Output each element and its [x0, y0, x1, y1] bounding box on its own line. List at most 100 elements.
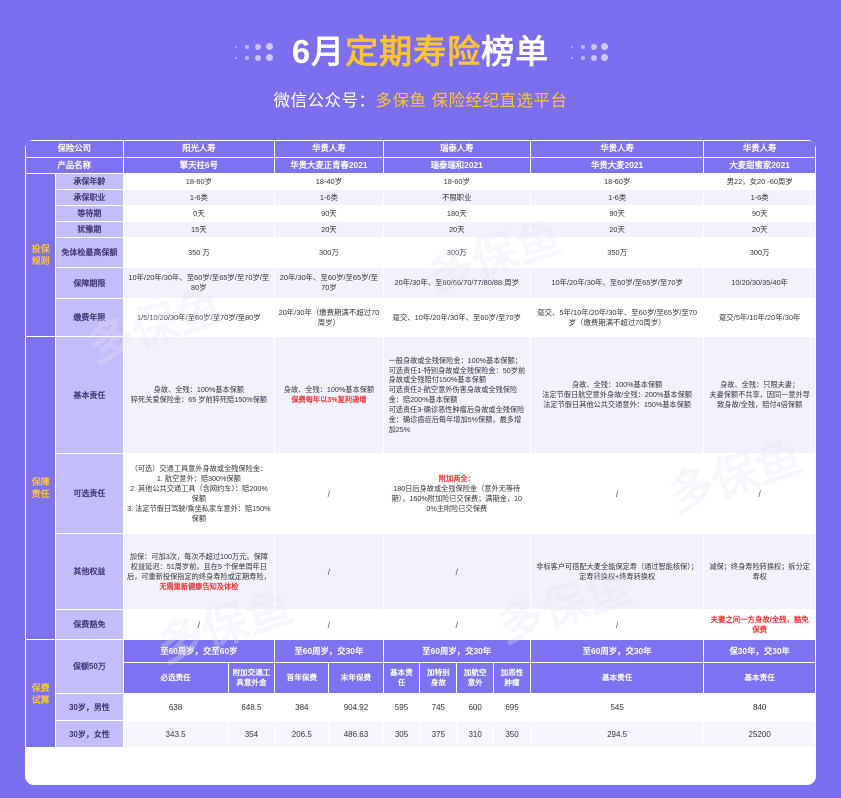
female-value-4: 305: [382, 720, 421, 749]
optional-liability-note-2: 附加两全：: [438, 473, 475, 483]
row-label-premium-waiver: 保费豁免: [55, 609, 124, 641]
other-rights-cell-1: /: [274, 533, 384, 611]
product-cell-1: 华贵大麦正青春2021: [274, 156, 384, 175]
calc-subheader-1: 附加交通工具意外金: [227, 662, 276, 695]
basic-liability-text-1: 身故、全残：100%基本保额: [283, 385, 375, 395]
male-value-7: 695: [493, 693, 531, 722]
table-row-male30: 30岁，男性 638 648.5 384 904.92 595 745 600 …: [26, 693, 816, 722]
optional-liability-cell-3: /: [529, 453, 705, 535]
row-label-basic-liability: 基本责任: [55, 336, 124, 455]
row-label-waiting: 等待期: [55, 205, 124, 223]
other-rights-cell-0: 加保：可加3次，每次不超过100万元。保障权益延迟：51周岁前，且在5 个保单周…: [122, 533, 276, 611]
other-rights-cell-2: /: [382, 533, 531, 611]
calc-subheader-9: 基本责任: [703, 662, 816, 695]
table-row-company: 保险公司 阳光人寿 华贵人寿 瑞泰人寿 华贵人寿 华贵人寿: [25, 140, 816, 158]
other-rights-cell-4: 减保；终身寿险转换权；拆分定寿权: [703, 533, 816, 611]
title-accent: 定期寿险: [345, 33, 482, 70]
title-suffix: 榜单: [481, 33, 550, 70]
calc-subheader-8: 基本责任: [529, 662, 705, 695]
premium-waiver-cell-0: /: [122, 609, 276, 641]
calc-subheader-6: 加航空意外: [456, 662, 495, 695]
table-row-other-rights: 其他权益 加保：可加3次，每次不超过100万元。保障权益延迟：51周岁前，且在5…: [26, 533, 816, 611]
table-row-calc-terms: 保费试算 保额50万 至60周岁，交至60岁 至60周岁，交30年 至60周岁，…: [25, 639, 816, 749]
table-row-hesitation: 犹豫期 15天 20天 20天 20天 20天: [26, 221, 816, 239]
coverage-term-cell-0: 10年/20年/30年、至60岁/至65岁/至70岁/至80岁: [122, 267, 276, 300]
row-label-other-rights: 其他权益: [55, 533, 124, 611]
basic-liability-text-0: 身故、全残：100%基本保额 猝死关爱保险金：65 岁前猝死赔150%保额: [130, 385, 267, 405]
calc-subheader-5: 加特别身故: [419, 662, 458, 695]
coverage-term-cell-1: 20年/30年、至60岁/至65岁/至70岁: [274, 267, 384, 300]
calc-term-2: 至60周岁，交30年: [382, 639, 531, 664]
other-rights-note-0: 无需重新健康告知及体检: [159, 581, 239, 591]
optional-liability-text-2: 180日后身故或全残保险金（意外无等待期），160%附加险已交保费；满期金，10…: [391, 483, 523, 513]
table-row-age: 投保规则 承保年龄 18-60岁 18-40岁 18-60岁 18-60岁 男2…: [25, 173, 816, 338]
row-label-age: 承保年龄: [55, 173, 124, 191]
subtitle-brand: 多保鱼 保险经纪直选平台: [375, 92, 568, 111]
calc-term-3: 至60周岁，交30年: [529, 639, 705, 664]
company-cell-1: 华贵人寿: [274, 140, 384, 158]
female-value-1: 354: [227, 720, 276, 749]
male-value-2: 384: [274, 693, 330, 722]
row-label-product: 产品名称: [25, 156, 124, 175]
occupation-cell-0: 1-6类: [122, 189, 276, 207]
occupation-cell-3: 1-6类: [529, 189, 705, 207]
table-row-no-exam-max: 免体检最高保额 350 万 300万 300万 350万 300万: [26, 237, 816, 269]
calc-term-4: 保30年，交30年: [703, 639, 816, 664]
table-row-female30: 30岁，女性 343.5 354 206.5 486.63 305 375 31…: [26, 720, 816, 749]
waiting-cell-0: 0天: [122, 205, 276, 223]
calc-subheader-0: 必选责任: [122, 662, 229, 695]
company-cell-2: 瑞泰人寿: [382, 140, 531, 158]
table-row-product: 产品名称 擎天柱6号 华贵大麦正青春2021 瑞泰瑞和2021 华贵大麦2021…: [25, 156, 816, 175]
calc-subheader-4: 基本责任: [382, 662, 421, 695]
other-rights-text-0: 加保：可加3次，每次不超过100万元。保障权益延迟：51周岁前，且在5 个保单周…: [126, 551, 271, 581]
dots-decoration-left: [232, 42, 274, 62]
table-row-calc-subheaders: 必选责任 附加交通工具意外金 首年保费 末年保费 基本责任 加特别身故 加航空意…: [26, 662, 816, 695]
table-row-payment-term: 缴费年限 1/5/10/20/30年/至60岁/至70岁/至80岁 20年/30…: [26, 298, 816, 338]
premium-waiver-cell-1: /: [274, 609, 384, 641]
occupation-cell-1: 1-6类: [274, 189, 384, 207]
basic-liability-text-2: 一般身故或全残保险金：100%基本保额； 可选责任1-特别身故或全残保险金：50…: [388, 355, 526, 435]
coverage-term-cell-4: 10/20/30/35/40年: [703, 267, 816, 300]
age-cell-4: 男22，女20 -60周岁: [703, 173, 816, 191]
other-rights-cell-3: 非标客户可搭配大麦全能保定寿（通过智能核保）；定寿转换权+终寿转换权: [529, 533, 705, 611]
basic-liability-cell-2: 一般身故或全残保险金：100%基本保额； 可选责任1-特别身故或全残保险金：50…: [382, 336, 531, 455]
female-value-9: 25200: [703, 720, 816, 749]
row-label-company: 保险公司: [25, 140, 124, 158]
calc-term-0: 至60周岁，交至60岁: [122, 639, 276, 664]
page-header: 6月定期寿险榜单 微信公众号：多保鱼 保险经纪直选平台: [0, 0, 841, 111]
table-row-coverage-term: 保障期限 10年/20年/30年、至60岁/至65岁/至70岁/至80岁 20年…: [26, 267, 816, 300]
dots-decoration-right: [567, 42, 609, 62]
category-label-coverage: 保障责任: [25, 336, 57, 641]
optional-liability-cell-2: 附加两全： 180日后身故或全残保险金（意外无等待期），160%附加险已交保费；…: [382, 453, 531, 535]
no-exam-cell-2: 300万: [382, 237, 531, 269]
row-label-no-exam-max: 免体检最高保额: [55, 237, 124, 269]
row-label-hesitation: 犹豫期: [55, 221, 124, 239]
occupation-cell-2: 不限职业: [382, 189, 531, 207]
title-prefix: 6月: [291, 33, 346, 70]
optional-liability-cell-0: （可选）交通工具意外身故或全残保险金： 1. 航空意外：赔300%保额 2. 其…: [122, 453, 276, 535]
male-value-6: 600: [456, 693, 495, 722]
calc-subheader-7: 加恶性肿瘤: [493, 662, 531, 695]
basic-liability-cell-4: 身故、全残：只限夫妻； 夫妻保额不共享，因同一意外导致身故/全残，赔付4倍保额: [703, 336, 816, 455]
male-value-0: 638: [122, 693, 229, 722]
waiting-cell-1: 90天: [274, 205, 384, 223]
optional-liability-cell-1: /: [274, 453, 384, 535]
no-exam-cell-1: 300万: [274, 237, 384, 269]
occupation-cell-4: 1-6类: [703, 189, 816, 207]
row-label-payment-term: 缴费年限: [55, 298, 124, 338]
basic-liability-text-3: 身故、全残：100%基本保额 法定节假日航空意外身故/全残：200%基本保额 法…: [542, 380, 692, 410]
age-cell-1: 18-40岁: [274, 173, 384, 191]
basic-liability-note-1: 保费每年以3%复利递增: [291, 395, 367, 405]
female-value-2: 206.5: [274, 720, 330, 749]
waiting-cell-3: 90天: [529, 205, 705, 223]
male-value-5: 745: [419, 693, 458, 722]
product-cell-3: 华贵大麦2021: [529, 156, 705, 175]
coverage-term-cell-3: 10年/20年/30年、至60岁/至65岁/至70岁: [529, 267, 705, 300]
age-cell-0: 18-60岁: [122, 173, 276, 191]
category-label-rules: 投保规则: [25, 173, 57, 338]
male-value-4: 595: [382, 693, 421, 722]
subtitle-prefix: 微信公众号：: [273, 92, 376, 111]
payment-term-cell-3: 趸交、5年/10年/20年/30年、至60岁/至65岁/至70岁（缴费期满不超过…: [529, 298, 705, 338]
table-row-basic-liability: 保障责任 基本责任 身故、全残：100%基本保额 猝死关爱保险金：65 岁前猝死…: [25, 336, 816, 641]
